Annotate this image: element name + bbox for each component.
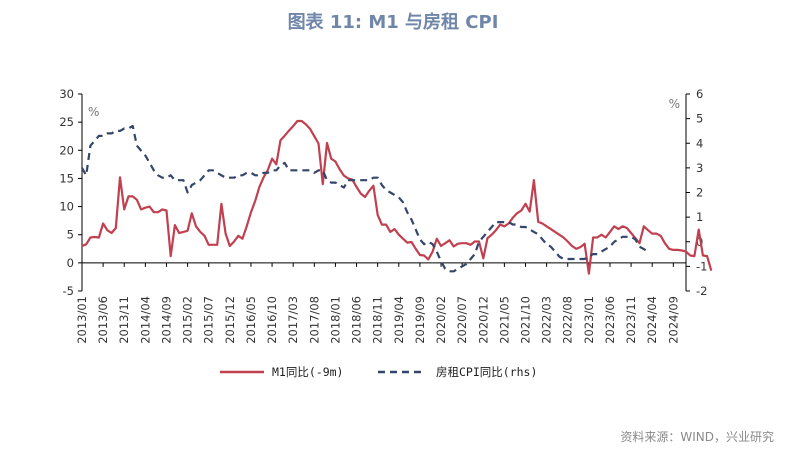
x-axis-tick-label: 2023/11 (624, 296, 638, 344)
left-axis-tick-label: -5 (63, 284, 74, 298)
source-note: 资料来源：WIND，兴业研究 (620, 430, 774, 444)
left-axis-tick-label: 20 (59, 143, 74, 157)
left-axis-tick-label: 10 (59, 200, 74, 214)
right-axis-tick-label: 3 (696, 161, 703, 175)
right-axis-tick-label: 2 (696, 186, 703, 200)
x-axis-tick-label: 2013/01 (75, 296, 89, 344)
legend-item-m1-label: M1同比(-9m) (272, 365, 343, 379)
x-axis-tick-label: 2017/08 (307, 296, 321, 344)
x-axis-tick-label: 2013/06 (96, 296, 110, 344)
left-axis-tick-label: 30 (59, 87, 74, 101)
x-axis-tick-label: 2017/03 (286, 296, 300, 344)
x-axis-tick-label: 2020/12 (476, 296, 490, 344)
left-axis-tick-label: 5 (67, 228, 74, 242)
right-axis-tick-label: 1 (696, 210, 703, 224)
x-axis-tick-label: 2020/07 (455, 296, 469, 344)
x-axis-tick-label: 2018/01 (328, 296, 342, 344)
x-axis-tick-label: 2018/11 (371, 296, 385, 344)
left-axis-unit: % (88, 105, 99, 119)
x-axis-tick-label: 2016/10 (265, 296, 279, 344)
right-axis-unit: % (669, 97, 680, 111)
left-axis-tick-label: 15 (59, 171, 74, 185)
x-axis-tick-label: 2018/06 (350, 296, 364, 344)
x-axis-tick-label: 2019/04 (392, 296, 406, 344)
right-axis-tick-label: 5 (696, 112, 703, 126)
x-axis-tick-label: 2024/04 (645, 296, 659, 344)
x-axis-tick-label: 2023/01 (582, 296, 596, 344)
series-line-m1 (81, 119, 713, 275)
x-axis-tick-label: 2021/10 (518, 296, 532, 344)
x-axis-tick-label: 2014/09 (159, 296, 173, 344)
left-axis-tick-label: 0 (67, 256, 74, 270)
right-axis-tick-label: 6 (696, 87, 703, 101)
x-axis-tick-label: 2019/09 (413, 296, 427, 344)
x-axis-tick-label: 2023/06 (603, 296, 617, 344)
x-axis-tick-label: 2022/08 (561, 296, 575, 344)
x-axis-tick-label: 2014/04 (138, 296, 152, 344)
right-axis-tick-label: 4 (696, 136, 703, 150)
x-axis-tick-label: 2015/02 (181, 296, 195, 344)
x-axis-tick-label: 2015/07 (202, 296, 216, 344)
left-axis-tick-label: 25 (59, 115, 74, 129)
series-line-rent-cpi (81, 124, 649, 273)
x-axis-tick-label: 2013/11 (117, 296, 131, 344)
right-axis-tick-label: -1 (696, 259, 707, 273)
x-axis-tick-label: 2015/12 (223, 296, 237, 344)
x-axis-tick-label: 2016/05 (244, 296, 258, 344)
right-axis-tick-label: -2 (696, 284, 707, 298)
x-axis-tick-label: 2021/05 (497, 296, 511, 344)
legend-item-rent-cpi-label: 房租CPI同比(rhs) (436, 365, 537, 379)
x-axis-tick-label: 2024/09 (666, 296, 680, 344)
x-axis-tick-label: 2022/03 (540, 296, 554, 344)
chart-title: 图表 11: M1 与房租 CPI (287, 12, 499, 33)
x-axis-tick-label: 2020/02 (434, 296, 448, 344)
